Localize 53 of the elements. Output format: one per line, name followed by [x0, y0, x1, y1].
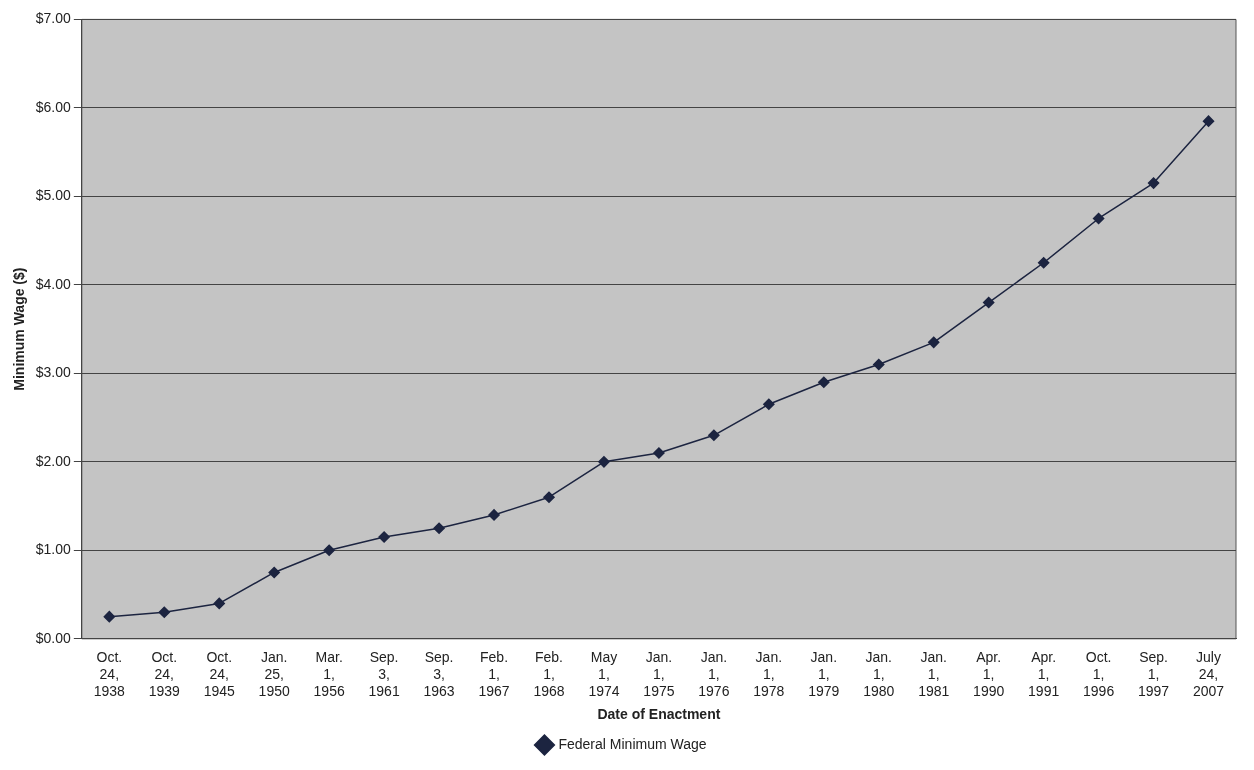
x-tick-label: Jan. 25, 1950: [258, 649, 290, 699]
point: [927, 336, 940, 349]
y-tick-label: $0.00: [35, 629, 72, 646]
y-tick-label: $6.00: [35, 98, 72, 115]
y-tick-label: $4.00: [35, 275, 72, 292]
legend-label: Federal Minimum Wage: [558, 735, 707, 752]
x-tick-label: July 24, 2007: [1192, 649, 1225, 699]
point: [708, 429, 720, 442]
point: [982, 296, 995, 309]
point: [323, 544, 335, 557]
x-tick-label: Jan. 1, 1976: [698, 649, 730, 699]
x-tick-label: Mar. 1, 1956: [313, 649, 345, 699]
point: [598, 456, 610, 468]
x-tick-label: Oct. 24, 1938: [93, 649, 126, 699]
y-tick-label: $7.00: [35, 10, 72, 27]
point: [378, 531, 390, 543]
point: [488, 509, 500, 521]
x-tick-label: Apr. 1, 1990: [973, 649, 1005, 699]
point: [543, 491, 555, 503]
x-tick-label: Oct. 24, 1939: [148, 649, 181, 699]
y-tick-label: $3.00: [35, 364, 72, 381]
point: [653, 447, 665, 459]
point: [268, 566, 280, 579]
x-tick-label: Sep. 1, 1997: [1137, 649, 1170, 699]
y-tick-label: $2.00: [35, 452, 72, 469]
x-tick-label: Apr. 1, 1991: [1028, 649, 1060, 699]
x-tick-label: Jan. 1, 1980: [863, 649, 895, 699]
point: [158, 606, 171, 618]
x-tick-label: Jan. 1, 1975: [643, 649, 675, 699]
point: [763, 398, 775, 411]
x-tick-label: Sep. 3, 1961: [368, 649, 400, 699]
point: [1037, 256, 1050, 269]
x-tick-label: Oct. 24, 1945: [203, 649, 236, 699]
x-axis-title: Date of Enactment: [597, 706, 721, 723]
x-tick-label: May 1, 1974: [588, 649, 620, 699]
y-tick-label: $1.00: [35, 541, 72, 558]
x-tick-label: Jan. 1, 1979: [808, 649, 840, 699]
point: [433, 522, 445, 534]
x-tick-label: Jan. 1, 1981: [918, 649, 950, 699]
x-tick-label: Sep. 3, 1963: [423, 649, 455, 699]
point: [818, 376, 830, 388]
point: [1202, 115, 1215, 127]
x-tick-label: Oct. 1, 1996: [1083, 649, 1115, 699]
point: [1092, 212, 1105, 225]
point: [103, 610, 116, 623]
point: [213, 597, 225, 610]
x-tick-label: Feb. 1, 1967: [478, 649, 510, 699]
point: [873, 358, 885, 371]
x-tick-label: Feb. 1, 1968: [533, 649, 565, 699]
point: [1147, 177, 1160, 189]
y-tick-label: $5.00: [35, 187, 72, 204]
x-tick-label: Jan. 1, 1978: [753, 649, 785, 699]
y-axis-title: Minimum Wage ($): [11, 267, 28, 391]
